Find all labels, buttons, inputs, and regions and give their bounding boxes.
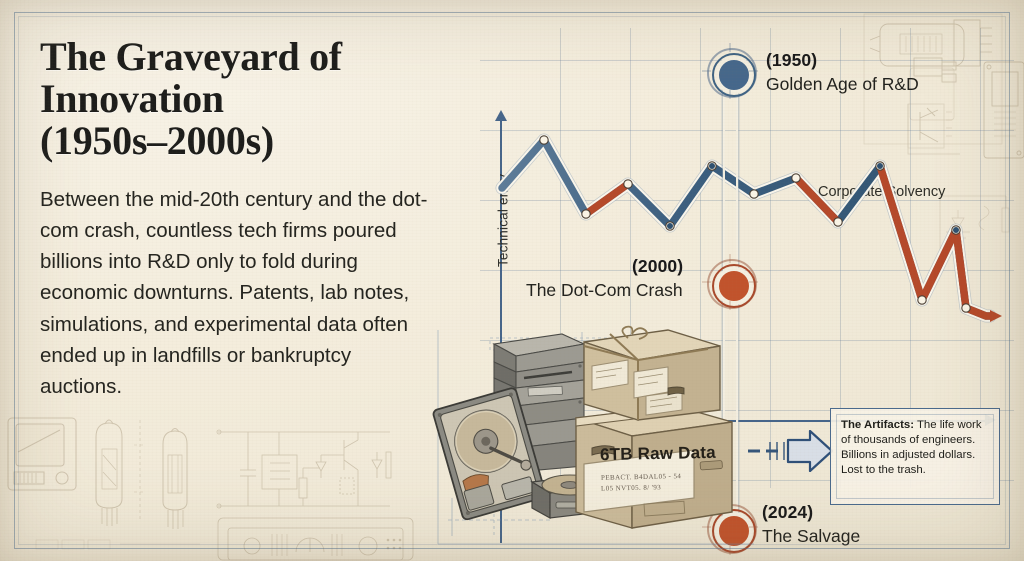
artifacts-callout: The Artifacts: The life work of thousand…	[830, 408, 1000, 505]
title-line-2: (1950s–2000s)	[40, 118, 274, 163]
box-scrawl-line-2: L05 NVT05. 8/ '93	[600, 483, 662, 493]
x-axis	[500, 420, 990, 422]
title-line-1: The Graveyard of Innovation	[40, 34, 342, 121]
box-scrawl-line-1: PEBACT. B4DAL05 - 54	[600, 472, 682, 482]
callout-inner-border	[836, 414, 994, 499]
marker-2000-year: (2000)	[632, 256, 684, 276]
callout-heading: The Artifacts:	[841, 419, 914, 431]
series-label-corporate-solvency: Corporate Solvency	[818, 184, 946, 200]
pointer-arrow-icon	[748, 430, 834, 472]
marker-2024-year: (2024)	[762, 502, 814, 522]
intro-paragraph: Between the mid-20th century and the dot…	[40, 188, 428, 398]
marker-2000-label: The Dot-Com Crash	[526, 280, 683, 300]
y-axis-arrow-icon	[495, 110, 507, 121]
page-title: The Graveyard of Innovation (1950s–2000s…	[40, 36, 460, 162]
solvency-line-chart	[495, 133, 1002, 323]
box-label-6tb: 6TB Raw Data	[599, 442, 716, 465]
artifact-illustration	[432, 325, 754, 545]
marker-1950-label: Golden Age of R&D	[766, 74, 919, 94]
marker-2024-label: The Salvage	[762, 526, 861, 546]
chart-region: Technical entry Corporate Solvency	[466, 18, 1018, 555]
left-text-column: The Graveyard of Innovation (1950s–2000s…	[40, 36, 460, 402]
callout-text: The life work of thousands of engineers.…	[841, 419, 982, 477]
y-axis	[500, 118, 502, 543]
marker-1950-year: (1950)	[766, 50, 818, 70]
